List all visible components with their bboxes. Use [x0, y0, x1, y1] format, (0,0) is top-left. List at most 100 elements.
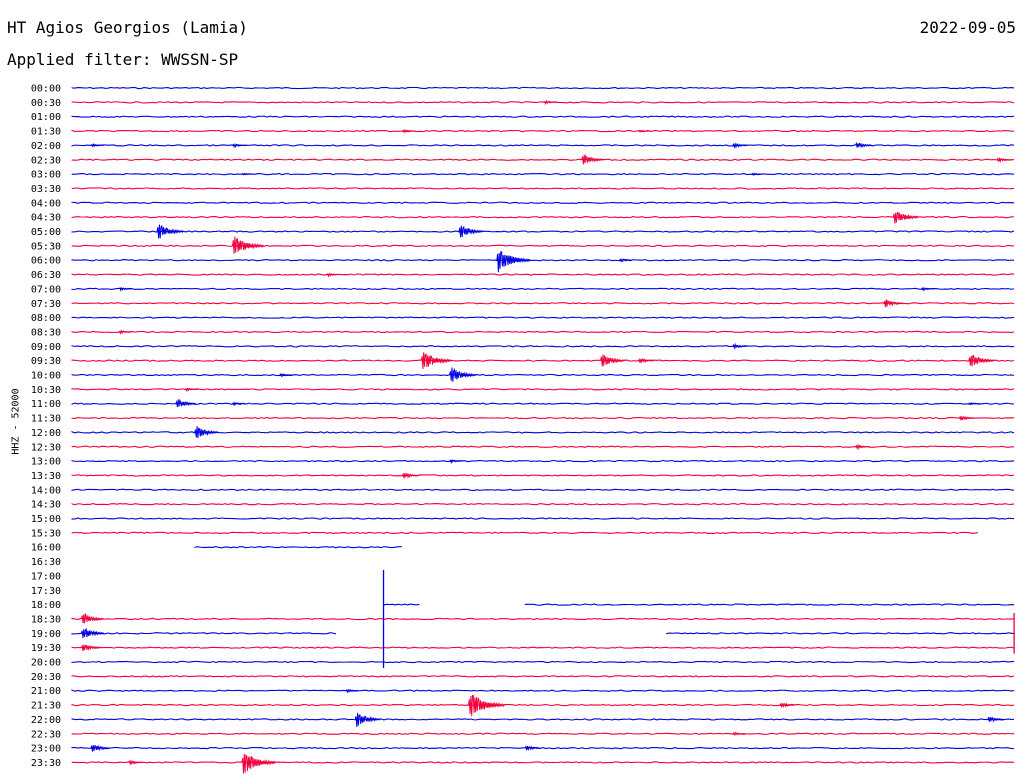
time-tick-label: 23:00 — [31, 744, 61, 755]
trace-segment — [71, 345, 1015, 348]
trace-09-00: 09:00 — [31, 342, 1015, 353]
trace-segment — [71, 129, 1015, 133]
trace-15-00: 15:00 — [31, 514, 1015, 525]
trace-segment — [71, 517, 1015, 520]
time-tick-label: 05:00 — [31, 227, 61, 238]
trace-11-00: 11:00 — [31, 398, 1015, 410]
trace-23-00: 23:00 — [31, 744, 1015, 755]
trace-segment — [71, 646, 1015, 649]
trace-07-00: 07:00 — [31, 284, 1015, 295]
time-tick-label: 03:00 — [31, 170, 61, 181]
seismic-event — [855, 141, 873, 149]
trace-segment — [71, 115, 1015, 118]
trace-segment — [71, 732, 1015, 735]
seismic-event — [524, 745, 541, 752]
seismic-event — [987, 716, 1005, 723]
trace-04-30: 04:30 — [31, 211, 1015, 224]
trace-07-30: 07:30 — [31, 299, 1015, 310]
seismic-event — [892, 211, 919, 224]
trace-15-30: 15:30 — [31, 528, 979, 539]
seismic-event — [241, 753, 276, 774]
seismic-event — [401, 472, 420, 479]
time-tick-label: 00:00 — [31, 84, 61, 95]
trace-segment — [194, 546, 402, 549]
seismic-event — [420, 352, 452, 370]
time-tick-label: 07:00 — [31, 284, 61, 295]
time-tick-label: 22:30 — [31, 729, 61, 740]
trace-segment — [382, 603, 420, 606]
time-tick-label: 22:00 — [31, 715, 61, 726]
seismic-event — [194, 426, 220, 439]
trace-04-00: 04:00 — [31, 198, 1015, 209]
trace-segment — [71, 158, 1015, 161]
time-tick-label: 06:00 — [31, 256, 61, 267]
trace-13-30: 13:30 — [31, 471, 1015, 482]
trace-segment — [71, 201, 1015, 204]
trace-segment — [71, 718, 1015, 721]
trace-20-00: 20:00 — [31, 658, 1015, 669]
trace-21-30: 21:30 — [31, 694, 1015, 716]
filter-label: Applied filter: WWSSN-SP — [7, 50, 239, 69]
trace-segment — [71, 703, 1015, 707]
trace-13-00: 13:00 — [31, 457, 1015, 468]
trace-segment — [71, 632, 337, 635]
trace-09-30: 09:30 — [31, 352, 1015, 370]
seismic-event — [175, 398, 197, 408]
seismic-event — [637, 358, 654, 364]
trace-01-30: 01:30 — [31, 127, 1015, 138]
trace-segment — [71, 144, 1015, 147]
trace-segment — [71, 316, 1015, 319]
seismic-event — [241, 172, 254, 176]
trace-segment — [71, 431, 1015, 434]
time-tick-label: 12:30 — [31, 442, 61, 453]
trace-21-00: 21:00 — [31, 686, 1015, 697]
seismic-event — [80, 644, 101, 652]
trace-segment — [71, 660, 1015, 664]
time-tick-label: 17:30 — [31, 586, 61, 597]
seismic-event — [184, 387, 199, 393]
trace-08-30: 08:30 — [31, 327, 1015, 338]
seismic-event — [118, 286, 133, 292]
trace-segment — [71, 101, 1015, 104]
seismic-event — [543, 99, 557, 106]
trace-segment — [71, 373, 1015, 377]
time-tick-label: 13:00 — [31, 457, 61, 468]
time-tick-label: 15:00 — [31, 514, 61, 525]
time-tick-label: 15:30 — [31, 528, 61, 539]
seismic-event — [732, 731, 746, 736]
time-tick-label: 19:00 — [31, 629, 61, 640]
time-tick-label: 03:30 — [31, 184, 61, 195]
seismic-event — [468, 694, 505, 716]
trace-segment — [71, 287, 1015, 291]
trace-segment — [71, 86, 1015, 90]
trace-18-00: 18:00 — [31, 600, 1015, 611]
seismic-event — [90, 744, 111, 752]
trace-segment — [71, 259, 1015, 262]
station-title: HT Agios Georgios (Lamia) — [7, 18, 248, 37]
seismic-event — [619, 258, 633, 263]
time-tick-label: 23:30 — [31, 758, 61, 769]
trace-02-00: 02:00 — [31, 141, 1015, 152]
trace-segment — [71, 531, 979, 535]
seismic-event — [779, 702, 796, 709]
trace-12-30: 12:30 — [31, 442, 1015, 453]
seismic-event — [996, 156, 1012, 163]
seismic-event — [80, 612, 105, 624]
time-tick-label: 21:30 — [31, 701, 61, 712]
trace-segment — [71, 359, 1015, 362]
trace-segment — [71, 273, 1015, 276]
seismic-event — [232, 401, 246, 407]
seismic-event — [855, 443, 871, 451]
trace-14-30: 14:30 — [31, 500, 1015, 511]
time-tick-label: 02:30 — [31, 155, 61, 166]
trace-segment — [71, 617, 1015, 621]
trace-16-30: 16:30 — [31, 557, 61, 568]
seismic-event — [732, 142, 749, 150]
trace-segment — [71, 230, 1015, 233]
time-tick-label: 01:30 — [31, 127, 61, 138]
trace-segment — [71, 172, 1015, 176]
trace-01-00: 01:00 — [31, 112, 1015, 123]
trace-03-00: 03:00 — [31, 170, 1015, 181]
time-tick-label: 09:00 — [31, 342, 61, 353]
